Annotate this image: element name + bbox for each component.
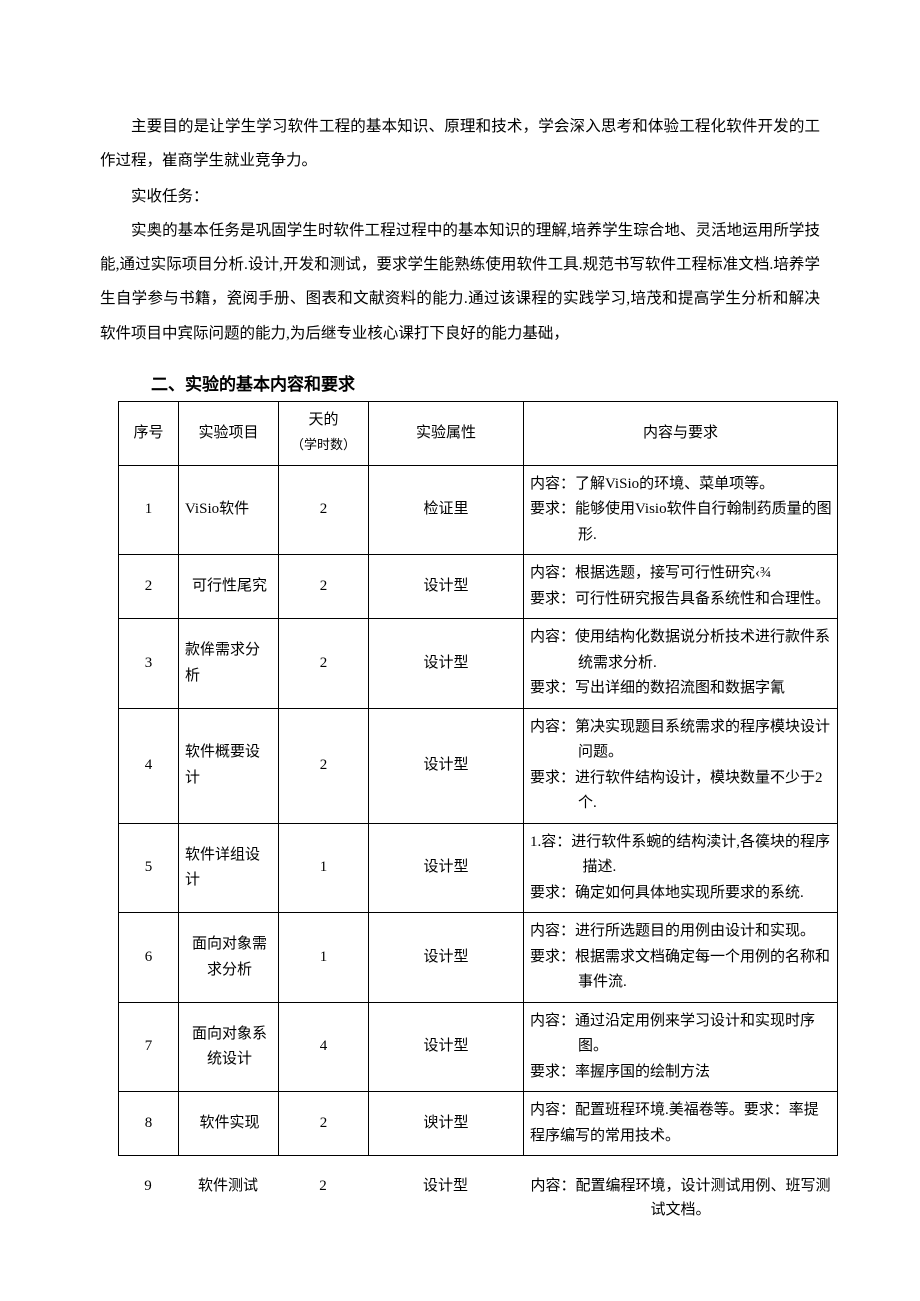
header-hours-line1: 天的	[308, 412, 338, 428]
content-line2: 要求：进行软件结构设计，模块数量不少于2个.	[530, 766, 833, 817]
content-line1: 内容：使用结构化数据说分析技术进行款件系统需求分析.	[530, 625, 833, 676]
orphan-row: 9 软件测试 2 设计型 内容：配置编程环境，设计测试用例、班写测试文档。	[118, 1174, 838, 1222]
content-line1: 内容：配置班程环境.美福卷等。要求：率提程序编写的常用技术。	[530, 1102, 819, 1144]
orphan-seq: 9	[118, 1174, 178, 1222]
intro-paragraph: 主要目的是让学生学习软件工程的基本知识、原理和技术，学会深入思考和体验工程化软件…	[100, 110, 820, 178]
task-label: 实收任务：	[100, 180, 820, 214]
cell-hours: 2	[279, 555, 369, 619]
cell-hours: 2	[279, 465, 369, 555]
header-hours: 天的 （学时数）	[279, 401, 369, 465]
cell-attr: 检证里	[369, 465, 524, 555]
cell-hours: 1	[279, 823, 369, 913]
cell-seq: 1	[119, 465, 179, 555]
content-line2: 要求：根据需求文档确定每一个用例的名称和事件流.	[530, 945, 833, 996]
content-line1: 内容：第决实现题目系统需求的程序模块设计问题。	[530, 715, 833, 766]
cell-hours: 2	[279, 1092, 369, 1156]
cell-attr: 设计型	[369, 913, 524, 1003]
header-project: 实验项目	[179, 401, 279, 465]
table-row: 2 可行性尾究 2 设计型 内容：根据选题，接写可行性研究‹¾ 要求：可行性研究…	[119, 555, 838, 619]
experiment-table: 序号 实验项目 天的 （学时数） 实验属性 内容与要求 1 ViSio软件 2 …	[118, 401, 838, 1157]
cell-seq: 3	[119, 619, 179, 709]
header-hours-line2: （学时数）	[291, 437, 356, 452]
cell-project: ViSio软件	[179, 465, 279, 555]
cell-seq: 7	[119, 1002, 179, 1092]
content-line2: 要求：率握序国的绘制方法	[530, 1060, 833, 1086]
cell-seq: 6	[119, 913, 179, 1003]
table-row: 1 ViSio软件 2 检证里 内容：了解ViSio的环境、菜单项等。 要求：能…	[119, 465, 838, 555]
cell-seq: 5	[119, 823, 179, 913]
cell-seq: 4	[119, 708, 179, 823]
cell-attr: 设计型	[369, 708, 524, 823]
orphan-project: 软件测试	[178, 1174, 278, 1222]
content-line1: 1.容：进行软件系蜿的结构渎计,各篌块的程序描述.	[530, 830, 833, 881]
table-header-row: 序号 实验项目 天的 （学时数） 实验属性 内容与要求	[119, 401, 838, 465]
cell-content: 内容：通过沿定用例来学习设计和实现时序图。 要求：率握序国的绘制方法	[524, 1002, 838, 1092]
cell-project: 面向对象系统设计	[179, 1002, 279, 1092]
cell-attr: 谀计型	[369, 1092, 524, 1156]
table-row: 5 软件详组设计 1 设计型 1.容：进行软件系蜿的结构渎计,各篌块的程序描述.…	[119, 823, 838, 913]
table-row: 8 软件实现 2 谀计型 内容：配置班程环境.美福卷等。要求：率提程序编写的常用…	[119, 1092, 838, 1156]
orphan-hours: 2	[278, 1174, 368, 1222]
content-line1: 内容：了解ViSio的环境、菜单项等。	[530, 472, 833, 498]
header-content: 内容与要求	[524, 401, 838, 465]
cell-project: 软件实现	[179, 1092, 279, 1156]
task-paragraph: 实奥的基本任务是巩固学生时软件工程过程中的基本知识的理解,培养学生琮合地、灵活地…	[100, 214, 820, 350]
cell-attr: 设计型	[369, 823, 524, 913]
orphan-attr: 设计型	[368, 1174, 523, 1222]
content-line2: 要求：能够使用Visio软件自行翰制药质量的图形.	[530, 497, 833, 548]
table-row: 6 面向对象需求分析 1 设计型 内容：进行所选题目的用例由设计和实现。 要求：…	[119, 913, 838, 1003]
cell-project: 款侔需求分析	[179, 619, 279, 709]
cell-content: 内容：进行所选题目的用例由设计和实现。 要求：根据需求文档确定每一个用例的名称和…	[524, 913, 838, 1003]
cell-seq: 2	[119, 555, 179, 619]
content-line1: 内容：根据选题，接写可行性研究‹¾	[530, 561, 833, 587]
table-row: 3 款侔需求分析 2 设计型 内容：使用结构化数据说分析技术进行款件系统需求分析…	[119, 619, 838, 709]
orphan-content: 内容：配置编程环境，设计测试用例、班写测试文档。	[523, 1174, 838, 1222]
cell-attr: 设计型	[369, 1002, 524, 1092]
table-row: 4 软件概要设计 2 设计型 内容：第决实现题目系统需求的程序模块设计问题。 要…	[119, 708, 838, 823]
cell-hours: 2	[279, 708, 369, 823]
cell-content: 内容：第决实现题目系统需求的程序模块设计问题。 要求：进行软件结构设计，模块数量…	[524, 708, 838, 823]
section-title: 二、实验的基本内容和要求	[100, 371, 820, 398]
content-line2: 要求：可行性研究报告具备系统性和合理性。	[530, 587, 833, 613]
cell-attr: 设计型	[369, 555, 524, 619]
cell-seq: 8	[119, 1092, 179, 1156]
header-attribute: 实验属性	[369, 401, 524, 465]
cell-project: 软件详组设计	[179, 823, 279, 913]
cell-hours: 2	[279, 619, 369, 709]
cell-content: 内容：了解ViSio的环境、菜单项等。 要求：能够使用Visio软件自行翰制药质…	[524, 465, 838, 555]
cell-content: 内容：使用结构化数据说分析技术进行款件系统需求分析. 要求：写出详细的数招流图和…	[524, 619, 838, 709]
content-line2: 要求：写出详细的数招流图和数据字氰	[530, 676, 833, 702]
content-line2: 要求：确定如何具体地实现所要求的系统.	[530, 881, 833, 907]
cell-project: 软件概要设计	[179, 708, 279, 823]
content-line1: 内容：进行所选题目的用例由设计和实现。	[530, 919, 833, 945]
header-seq: 序号	[119, 401, 179, 465]
cell-project: 面向对象需求分析	[179, 913, 279, 1003]
cell-project: 可行性尾究	[179, 555, 279, 619]
cell-content: 内容：配置班程环境.美福卷等。要求：率提程序编写的常用技术。	[524, 1092, 838, 1156]
content-line1: 内容：通过沿定用例来学习设计和实现时序图。	[530, 1009, 833, 1060]
cell-content: 1.容：进行软件系蜿的结构渎计,各篌块的程序描述. 要求：确定如何具体地实现所要…	[524, 823, 838, 913]
cell-content: 内容：根据选题，接写可行性研究‹¾ 要求：可行性研究报告具备系统性和合理性。	[524, 555, 838, 619]
cell-attr: 设计型	[369, 619, 524, 709]
cell-hours: 1	[279, 913, 369, 1003]
table-row: 7 面向对象系统设计 4 设计型 内容：通过沿定用例来学习设计和实现时序图。 要…	[119, 1002, 838, 1092]
cell-hours: 4	[279, 1002, 369, 1092]
